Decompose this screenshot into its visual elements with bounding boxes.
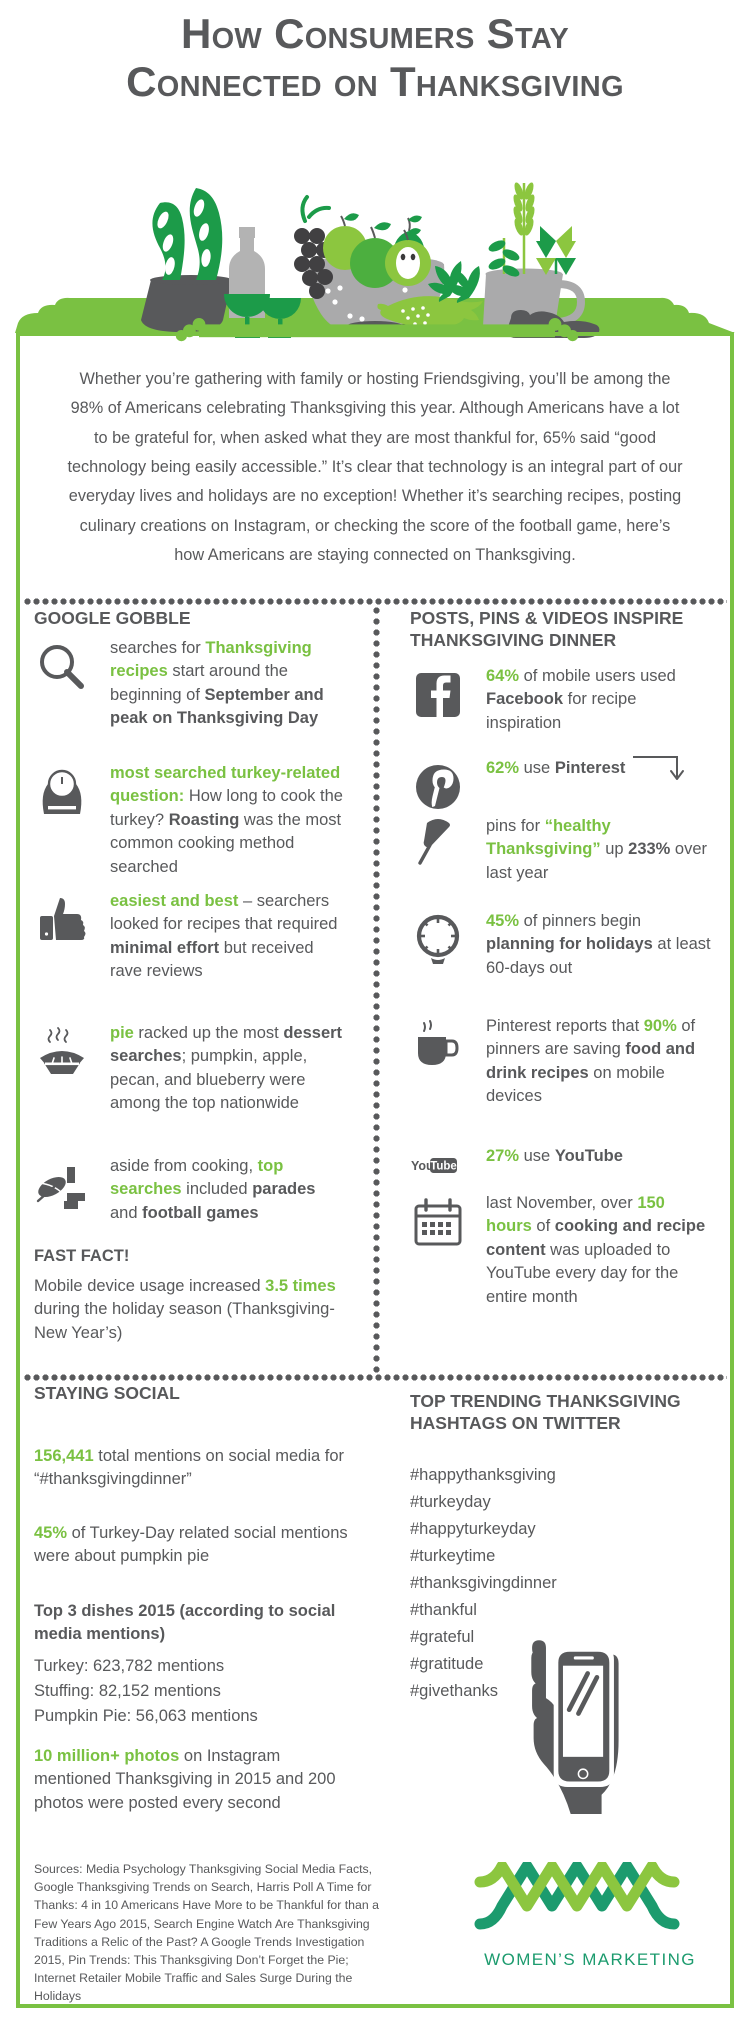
svg-text:Tube: Tube [430, 1161, 457, 1173]
